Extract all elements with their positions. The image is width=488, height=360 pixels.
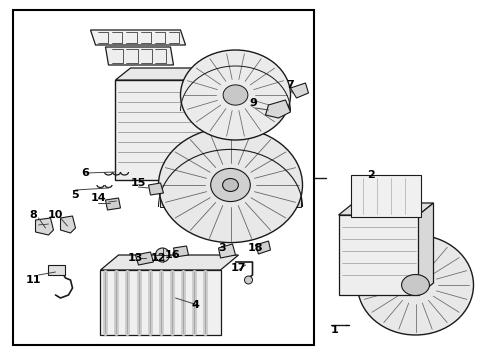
Polygon shape: [218, 244, 235, 258]
Text: 15: 15: [131, 178, 146, 188]
Polygon shape: [36, 218, 53, 235]
Text: 12: 12: [150, 253, 166, 263]
Circle shape: [244, 276, 252, 284]
Text: 7: 7: [286, 80, 294, 90]
Polygon shape: [182, 95, 288, 111]
Polygon shape: [148, 183, 163, 195]
Polygon shape: [90, 30, 185, 45]
Text: 3: 3: [218, 243, 226, 253]
Ellipse shape: [180, 50, 290, 140]
Polygon shape: [350, 175, 420, 217]
Text: 9: 9: [249, 98, 257, 108]
Circle shape: [155, 248, 169, 262]
Polygon shape: [290, 83, 308, 98]
Polygon shape: [135, 252, 153, 265]
Polygon shape: [101, 255, 238, 270]
Polygon shape: [205, 68, 220, 180]
Text: 6: 6: [81, 168, 89, 178]
Text: 10: 10: [48, 210, 63, 220]
Ellipse shape: [223, 85, 247, 105]
Ellipse shape: [210, 168, 250, 202]
Polygon shape: [338, 215, 418, 295]
Polygon shape: [255, 241, 270, 254]
Polygon shape: [160, 185, 301, 207]
Text: 16: 16: [164, 250, 180, 260]
Polygon shape: [48, 265, 65, 275]
Polygon shape: [115, 80, 205, 180]
Text: 11: 11: [26, 275, 41, 285]
Text: 18: 18: [247, 243, 263, 253]
Polygon shape: [173, 246, 188, 257]
Text: 13: 13: [127, 253, 143, 263]
Ellipse shape: [158, 127, 302, 243]
Polygon shape: [61, 216, 75, 233]
Bar: [14, 10, 313, 345]
Polygon shape: [115, 68, 220, 80]
Polygon shape: [105, 47, 173, 65]
Polygon shape: [418, 203, 433, 295]
Polygon shape: [105, 198, 120, 210]
Text: 17: 17: [230, 263, 246, 273]
Text: 4: 4: [191, 300, 199, 310]
Text: 1: 1: [330, 325, 338, 335]
Ellipse shape: [222, 179, 238, 192]
Polygon shape: [338, 203, 433, 215]
Text: 2: 2: [366, 170, 374, 180]
Text: 5: 5: [72, 190, 79, 200]
Polygon shape: [265, 100, 290, 118]
Text: 14: 14: [90, 193, 106, 203]
Ellipse shape: [401, 274, 428, 296]
Polygon shape: [101, 270, 220, 335]
Ellipse shape: [357, 235, 472, 335]
Text: 8: 8: [30, 210, 37, 220]
